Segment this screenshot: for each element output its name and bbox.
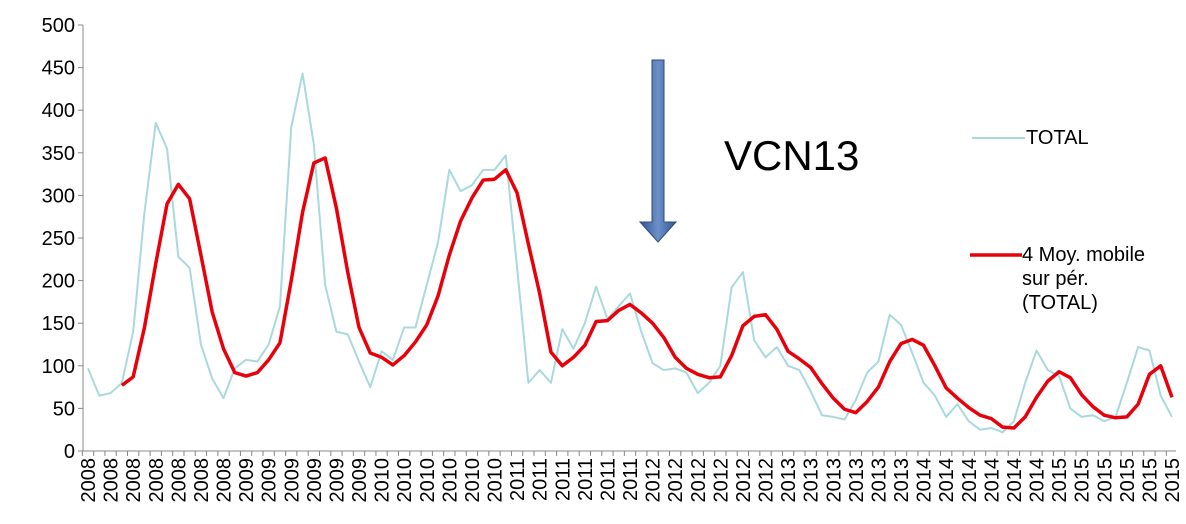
x-tick-label: 2015 — [1094, 458, 1116, 503]
x-tick-label: 2014 — [1004, 458, 1026, 503]
x-tick-label: 2011 — [597, 458, 619, 501]
x-tick-label: 2010 — [394, 458, 416, 503]
line-series — [87, 72, 1173, 434]
x-tick-label: 2009 — [259, 458, 281, 503]
x-tick-label: 2011 — [620, 458, 642, 501]
x-tick-label: 2010 — [485, 458, 507, 503]
x-tick-label: 2008 — [168, 458, 190, 503]
y-tick-label: 400 — [42, 100, 75, 122]
x-tick-label: 2011 — [530, 458, 552, 501]
x-tick-label: 2013 — [778, 458, 800, 503]
y-tick-label: 100 — [42, 356, 75, 378]
x-tick-label: 2014 — [914, 458, 936, 503]
x-tick-label: 2012 — [665, 458, 687, 503]
x-tick-label: 2012 — [643, 458, 665, 503]
x-tick-label: 2013 — [801, 458, 823, 503]
x-tick-label: 2009 — [304, 458, 326, 503]
y-tick-label: 250 — [42, 228, 75, 250]
x-tick-label: 2008 — [101, 458, 123, 503]
y-tick-label: 200 — [42, 271, 75, 293]
x-tick-label: 2013 — [846, 458, 868, 503]
x-tick-label: 2008 — [78, 458, 100, 503]
x-tick-label: 2014 — [1027, 458, 1049, 503]
x-tick-label: 2012 — [710, 458, 732, 503]
arrow — [638, 59, 678, 243]
x-tick-label: 2014 — [959, 458, 981, 503]
x-tick-label: 2013 — [891, 458, 913, 503]
y-tick-label: 300 — [42, 185, 75, 207]
x-tick-label: 2011 — [507, 458, 529, 501]
line-series — [120, 156, 1174, 430]
y-tick-label: 450 — [42, 58, 75, 80]
y-tick-label: 500 — [42, 15, 75, 37]
x-tick-label: 2015 — [1162, 458, 1184, 503]
y-tick-label: 350 — [42, 143, 75, 165]
x-tick-label: 2012 — [733, 458, 755, 503]
x-tick-label: 2015 — [1072, 458, 1094, 503]
x-tick-label: 2010 — [417, 458, 439, 503]
x-tick-label: 2009 — [349, 458, 371, 503]
x-tick-label: 2013 — [868, 458, 890, 503]
x-tick-label: 2015 — [1139, 458, 1161, 503]
annotation: VCN13 — [724, 132, 859, 179]
y-tick-label: 150 — [42, 313, 75, 335]
x-tick-label: 2008 — [146, 458, 168, 503]
x-tick-label: 2011 — [575, 458, 597, 501]
x-tick-label: 2012 — [688, 458, 710, 503]
x-tick-label: 2010 — [439, 458, 461, 503]
y-tick-label: 0 — [64, 441, 75, 463]
x-tick-label: 2015 — [1049, 458, 1071, 503]
x-tick-label: 2010 — [462, 458, 484, 503]
x-tick-label: 2012 — [756, 458, 778, 503]
x-tick-label: 2011 — [552, 458, 574, 501]
x-tick-label: 2009 — [281, 458, 303, 503]
y-tick-label: 50 — [53, 398, 75, 420]
x-tick-label: 2013 — [823, 458, 845, 503]
x-tick-label: 2008 — [214, 458, 236, 503]
x-tick-label: 2008 — [123, 458, 145, 503]
x-tick-label: 2015 — [1117, 458, 1139, 503]
legend-label: 4 Moy. mobile sur pér. (TOTAL) — [1022, 244, 1146, 314]
x-tick-label: 2008 — [191, 458, 213, 503]
x-tick-label: 2010 — [372, 458, 394, 503]
legend-label: TOTAL — [1026, 127, 1089, 149]
x-tick-label: 2014 — [981, 458, 1003, 503]
x-tick-label: 2009 — [326, 458, 348, 503]
x-tick-label: 2014 — [936, 458, 958, 503]
x-tick-label: 2009 — [236, 458, 258, 503]
